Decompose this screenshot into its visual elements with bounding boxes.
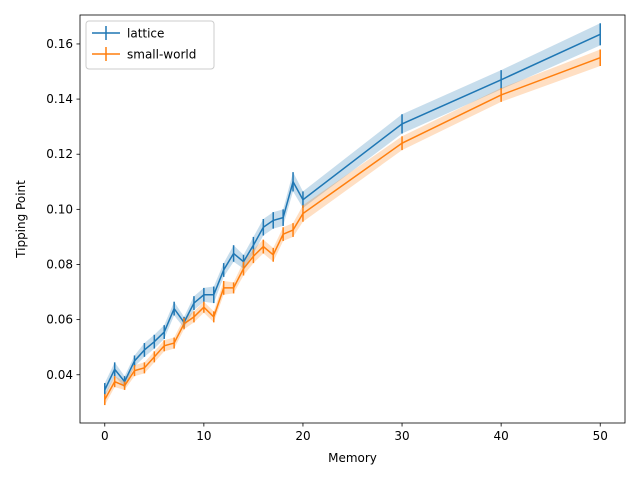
band-small-world [104,49,601,406]
y-tick-label: 0.16 [46,37,73,51]
y-tick-label: 0.12 [46,147,73,161]
legend-label-small-world: small-world [127,48,196,62]
x-axis: 0 10 20 30 40 50 [101,423,608,443]
y-axis-label: Tipping Point [14,180,28,259]
plot-frame [79,14,626,424]
y-tick-label: 0.10 [46,202,73,216]
x-tick-label: 0 [101,429,109,443]
y-axis: 0.04 0.06 0.08 0.10 0.12 0.14 0.16 [46,37,80,382]
legend-label-lattice: lattice [127,27,164,41]
y-tick-label: 0.08 [46,257,73,271]
y-tick-label: 0.04 [46,368,73,382]
error-bars [104,23,601,406]
legend: lattice small-world [85,20,215,70]
x-tick-label: 20 [295,429,310,443]
x-tick-label: 30 [394,429,409,443]
x-tick-label: 40 [493,429,508,443]
line-small-world [104,57,601,400]
series-lines [104,33,601,400]
error-bands [104,23,601,406]
line-lattice [104,33,601,391]
y-tick-label: 0.14 [46,92,73,106]
band-lattice [104,23,601,397]
x-tick-label: 50 [593,429,608,443]
y-tick-label: 0.06 [46,313,73,327]
x-tick-label: 10 [196,429,211,443]
x-axis-label: Memory [328,451,377,465]
